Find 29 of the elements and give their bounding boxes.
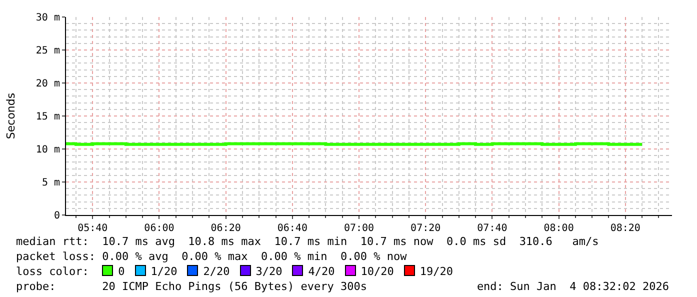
x-tick-label: 08:20 — [610, 223, 640, 234]
text: probe: 20 ICMP Echo Pings (56 Bytes) every 300s — [16, 280, 367, 293]
x-tick-label: 07:20 — [410, 223, 441, 234]
legend-label: 19/20 — [418, 265, 453, 278]
legend-label: 10/20 — [360, 265, 394, 278]
legend-label: 0 — [117, 265, 125, 278]
x-tick-label: 06:20 — [210, 223, 241, 234]
y-tick-label: 25 m — [36, 46, 60, 56]
y-tick-label: 10 m — [36, 144, 60, 156]
text: median rtt: 10.7 ms avg 10.8 ms max 10.7 ms min 10.7 ms now 0.0 ms sd 310.6 am/s — [16, 234, 600, 249]
text: end: Sun Jan 4 08:32:02 2026 — [476, 279, 669, 294]
legend-label: 3/20 — [254, 265, 282, 278]
x-tick-label: 07:00 — [344, 223, 374, 234]
y-tick-label: 30 m — [36, 12, 60, 24]
legend-label: 4/20 — [307, 265, 335, 278]
text: packet loss: 0.00 % avg 0.00 % max 0.00 % min 0.00 % now — [16, 249, 408, 264]
y-axis-title: Seconds — [4, 92, 18, 140]
legend-title: loss color: — [16, 265, 90, 278]
legend-label: 2/20 — [202, 265, 230, 278]
y-tick-label: 5 m — [42, 178, 60, 188]
y-tick-label: 0 — [54, 210, 60, 222]
x-tick-label: 08:00 — [544, 223, 574, 234]
x-tick-label: 05:40 — [78, 223, 108, 234]
y-tick-label: 20 m — [36, 78, 60, 90]
y-tick-label: 15 m — [36, 112, 60, 122]
x-tick-label: 06:00 — [144, 223, 174, 234]
x-tick-label: 07:40 — [477, 223, 508, 234]
x-tick-label: 06:40 — [277, 223, 308, 234]
legend-label: 1/20 — [150, 265, 178, 278]
